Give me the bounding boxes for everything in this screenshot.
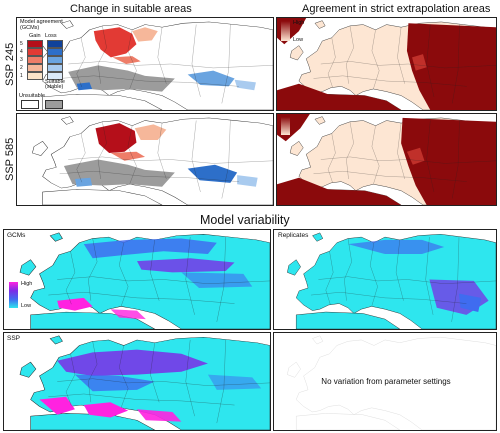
map-ssp585-change bbox=[16, 113, 274, 206]
legend-loss-swatch bbox=[47, 39, 63, 48]
label-ssp: SSP bbox=[7, 335, 21, 342]
legend-title-line2: (GCMs) bbox=[20, 25, 40, 31]
legend-loss-swatch bbox=[47, 47, 63, 56]
panel-no-variation: No variation from parameter settings bbox=[273, 332, 497, 431]
title-extrapolation-agreement: Agreement in strict extrapolation areas bbox=[302, 3, 491, 15]
legend-suitable-swatch bbox=[45, 100, 63, 109]
legend-gain-swatch bbox=[27, 39, 43, 48]
map-ssp245-extrapolation: High Low bbox=[276, 17, 497, 111]
legend-level-label: 4 bbox=[20, 48, 23, 55]
extrap-legend-gradient-585 bbox=[281, 117, 290, 135]
legend-gain-swatch bbox=[27, 47, 43, 56]
title-change-suitable-areas: Change in suitable areas bbox=[70, 3, 192, 15]
legend-row: 2 bbox=[20, 63, 63, 72]
legend-suitable-line1: Suitable bbox=[45, 79, 65, 85]
map-variability-ssp: SSP bbox=[3, 332, 271, 431]
legend-title-line1: Model agreement bbox=[20, 19, 63, 25]
map-variability-replicates: Replicates bbox=[273, 229, 497, 330]
legend-row: 1 bbox=[20, 71, 63, 80]
legend-suitable-label: Suitable (stable) bbox=[45, 79, 65, 90]
legend-unsuitable-label: Unsuitable bbox=[19, 93, 45, 99]
variability-legend-low: Low bbox=[21, 303, 32, 309]
extrap-legend-gradient bbox=[281, 21, 290, 41]
label-gcms: GCMs bbox=[7, 232, 26, 239]
legend-gain-swatch bbox=[27, 71, 43, 80]
legend-loss-swatch bbox=[47, 63, 63, 72]
no-variation-text: No variation from parameter settings bbox=[321, 377, 451, 386]
legend-suitable-line2: (stable) bbox=[45, 84, 64, 90]
legend-row: 4 bbox=[20, 47, 63, 56]
legend-row: 3 bbox=[20, 55, 63, 64]
label-replicates: Replicates bbox=[278, 232, 309, 239]
variability-legend-high: High bbox=[21, 281, 33, 287]
legend-loss-label: Loss bbox=[45, 33, 57, 39]
map-variability-gcms: GCMs High Low bbox=[3, 229, 271, 330]
legend-gain-swatch bbox=[27, 55, 43, 64]
row-label-ssp245: SSP 245 bbox=[4, 42, 16, 86]
legend-level-label: 5 bbox=[20, 40, 23, 47]
legend-level-label: 1 bbox=[20, 72, 23, 79]
legend-agreement-title: Model agreement (GCMs) bbox=[20, 19, 63, 31]
legend-loss-swatch bbox=[47, 55, 63, 64]
legend-gain-label: Gain bbox=[29, 33, 41, 39]
variability-legend-gradient bbox=[9, 282, 18, 308]
legend-level-label: 3 bbox=[20, 56, 23, 63]
title-model-variability: Model variability bbox=[200, 213, 290, 227]
legend-unsuitable-swatch bbox=[21, 100, 39, 109]
extrap-legend-high: High bbox=[293, 20, 305, 26]
legend-loss-swatch bbox=[47, 71, 63, 80]
row-label-ssp585: SSP 585 bbox=[4, 137, 16, 181]
legend-level-label: 2 bbox=[20, 64, 23, 71]
legend-row: 5 bbox=[20, 39, 63, 48]
extrap-legend-low: Low bbox=[293, 37, 304, 43]
map-ssp585-extrapolation bbox=[276, 113, 497, 206]
legend-gain-swatch bbox=[27, 63, 43, 72]
